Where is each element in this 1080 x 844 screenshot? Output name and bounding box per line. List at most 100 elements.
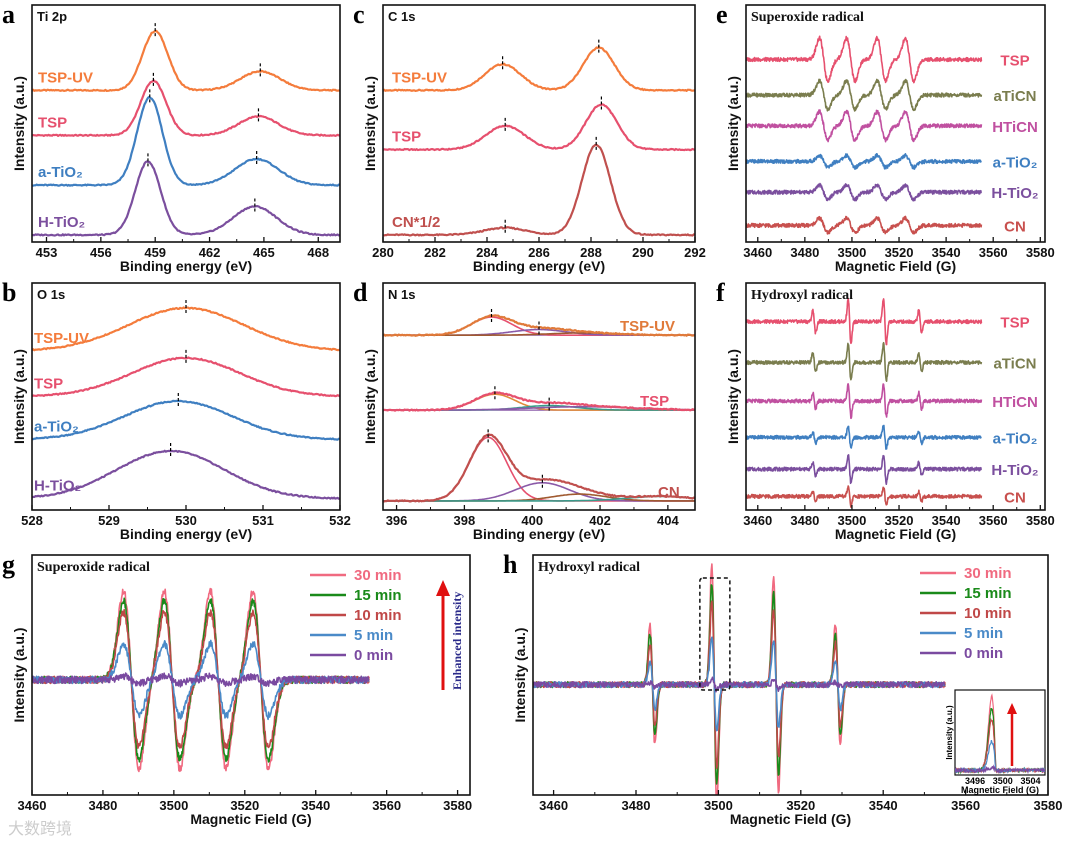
x-tick-label: 3560 (979, 513, 1008, 528)
panel-title: N 1s (388, 287, 415, 302)
series-label: TSP-UV (38, 69, 93, 86)
x-tick-label: 465 (253, 245, 275, 260)
legend-label: 15 min (354, 587, 402, 604)
series-label: TSP (1000, 53, 1029, 70)
x-tick-label: 3580 (1026, 513, 1055, 528)
series-label: TSP-UV (392, 69, 447, 86)
x-tick-label: 3460 (743, 245, 772, 260)
x-tick-label: 402 (589, 513, 611, 528)
series-label: H-TiO₂ (991, 185, 1038, 202)
y-axis-title: Intensity (a.u.) (362, 76, 378, 171)
y-axis-title: Intensity (a.u.) (512, 628, 528, 723)
series-line-CN*1/2 (383, 143, 695, 237)
series-line-TSP (383, 391, 695, 412)
series-line-TSP (383, 103, 695, 152)
series-line-H-TiO₂ (32, 160, 340, 237)
legend-label: 15 min (964, 585, 1012, 602)
panel-e: TSP aTiCN HTiCN a-TiO₂ H-TiO₂ CN 3460 3480 3500 3… (716, 0, 1055, 274)
plot-area (746, 297, 983, 508)
series-line-a-TiO₂ (746, 153, 982, 170)
x-tick-label: 396 (386, 513, 408, 528)
panel-title: Superoxide radical (37, 560, 150, 575)
y-axis-title: Intensity (a.u.) (725, 349, 741, 444)
panel-letter: h (503, 550, 518, 579)
panel-d: TSP-UV TSP CN 396 398 400 402 404 Binding energy… (353, 278, 696, 542)
x-tick-label: 3480 (88, 798, 117, 813)
x-tick-label: 3540 (869, 798, 898, 813)
x-tick-label: 532 (329, 513, 351, 528)
x-tick-label: 3540 (301, 798, 330, 813)
axes-frame (382, 4, 696, 243)
panel-letter: f (716, 278, 725, 307)
legend-label: 0 min (964, 645, 1003, 662)
series-label: HTiCN (992, 394, 1038, 411)
panel-title: Hydroxyl radical (538, 560, 640, 575)
panel-f: TSP aTiCN HTiCN a-TiO₂ H-TiO₂ CN 3460 3480 3500 3… (716, 278, 1055, 542)
panel-title: Superoxide radical (751, 10, 864, 25)
series-label: H-TiO₂ (991, 462, 1038, 479)
panel-a: TSP-UV TSP a-TiO₂ H-TiO₂ 453 456 459 462 465 468 B… (2, 0, 341, 274)
axes-frame (31, 282, 341, 511)
x-tick-label: 531 (252, 513, 274, 528)
series-label: TSP (1000, 315, 1029, 332)
x-tick-label: 3460 (743, 513, 772, 528)
panel-g: 30 min 15 min 10 min 5 min 0 min 3460 3480 3500… (2, 550, 472, 827)
series-label: a-TiO₂ (993, 430, 1038, 447)
series-line-HTiCN (746, 383, 983, 420)
inset-y-axis-title: Intensity (a.u.) (945, 705, 954, 760)
plot-area (32, 299, 340, 500)
legend-label: 10 min (354, 607, 402, 624)
series-line-a-TiO₂ (746, 424, 982, 450)
series-label: H-TiO₂ (38, 214, 85, 231)
series-label: CN (1004, 218, 1026, 235)
y-axis-title: Intensity (a.u.) (11, 349, 27, 444)
axes-frame (382, 282, 696, 511)
y-axis-title: Intensity (a.u.) (362, 349, 378, 444)
panel-title: O 1s (37, 287, 65, 302)
x-tick-label: 280 (372, 245, 394, 260)
inset-series-line (955, 764, 1045, 775)
panel-h: 30 min 15 min 10 min 5 min 0 min 3460 3480 3500… (503, 550, 1062, 827)
inset-x-tick-label: 3496 (965, 776, 985, 786)
series-label: CN*1/2 (392, 214, 440, 231)
panel-b: TSP-UV TSP a-TiO₂ H-TiO₂ 528 529 530 531 532 Bind… (2, 278, 351, 542)
x-axis-title: Binding energy (eV) (473, 526, 605, 542)
panel-letter: d (353, 278, 368, 307)
series-line-TSP-UV (32, 306, 340, 352)
legend-label: 10 min (964, 605, 1012, 622)
x-tick-label: 3520 (885, 245, 914, 260)
series-line-TSP (32, 79, 340, 137)
y-axis-title: Intensity (a.u.) (11, 76, 27, 171)
plot-area (32, 23, 340, 237)
x-tick-label: 288 (580, 245, 602, 260)
plot-area (32, 587, 370, 773)
panel-c: TSP-UV TSP CN*1/2 280 282 284 286 288 290 292 Bind… (353, 0, 706, 274)
x-tick-label: 3500 (159, 798, 188, 813)
axes-frame (31, 554, 471, 796)
x-axis-title: Magnetic Field (G) (730, 811, 851, 827)
x-tick-label: 3500 (704, 798, 733, 813)
inset-x-tick-label: 3504 (1020, 776, 1040, 786)
x-tick-label: 284 (476, 245, 498, 260)
series-line-aTiCN (746, 341, 983, 383)
inset-arrow-head-icon (1007, 703, 1017, 714)
x-tick-label: 3520 (786, 798, 815, 813)
x-tick-label: 3480 (622, 798, 651, 813)
plot-area (746, 35, 983, 235)
series-label: a-TiO₂ (993, 154, 1038, 171)
panel-title: C 1s (388, 9, 415, 24)
series-line-TSP (32, 356, 340, 398)
series-line-a-TiO₂ (32, 95, 340, 187)
fit-component (383, 436, 695, 502)
y-axis-title: Intensity (a.u.) (11, 628, 27, 723)
plot-area (383, 309, 695, 503)
legend-label: 30 min (354, 567, 402, 584)
series-line-CN (746, 485, 983, 508)
x-tick-label: 462 (199, 245, 221, 260)
series-line-H-TiO₂ (32, 449, 340, 500)
x-tick-label: 3540 (932, 513, 961, 528)
arrow-head-icon (436, 580, 450, 596)
x-tick-label: 398 (454, 513, 476, 528)
x-tick-label: 3580 (443, 798, 472, 813)
x-axis-title: Binding energy (eV) (473, 258, 605, 274)
